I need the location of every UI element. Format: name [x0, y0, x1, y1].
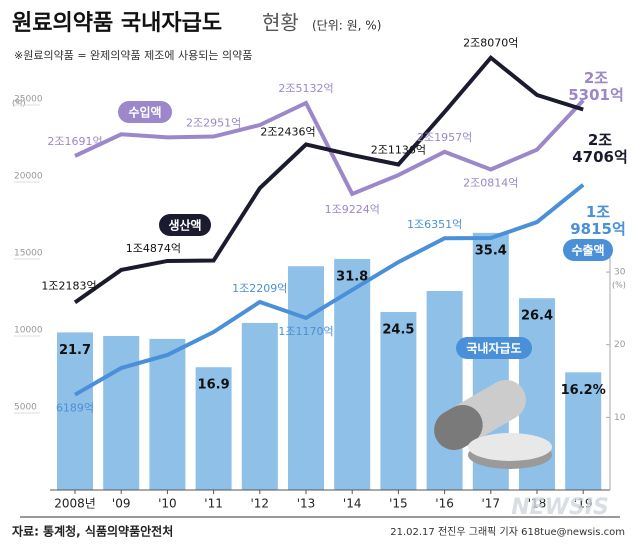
labels: 21.7 16.9 31.8 24.5 35.4 26.4 16.2% 2조1691억 2조29… — [41, 37, 627, 415]
x-tick-label: '18 — [528, 497, 547, 511]
x-tick-label: '13 — [297, 497, 316, 511]
legend-label: 수입액 — [128, 106, 161, 120]
end-value-label: 1조 9815억 — [570, 203, 626, 238]
line-value-label: 2조2436억 — [260, 125, 315, 138]
bar — [288, 266, 324, 490]
line-value-label: 1조4874억 — [126, 242, 181, 255]
bar — [149, 338, 186, 490]
end-value-label: 2조 5301억 — [568, 69, 624, 104]
bar-value-label: 24.5 — [382, 323, 414, 338]
x-tick-label: '10 — [158, 497, 177, 511]
credit: 21.02.17 전진우 그래픽 기자 618tue@newsis.com — [390, 526, 625, 538]
line-value-label: 2조2951억 — [186, 117, 241, 130]
x-tick-label: '12 — [251, 497, 270, 511]
y-tick-label: 15000 — [14, 249, 43, 259]
legend-pill — [456, 337, 532, 359]
bar-value-label: 16.2% — [561, 383, 606, 398]
bar-value-label: 31.8 — [336, 270, 368, 285]
line-value-label: 6189억 — [56, 402, 94, 415]
y-tick-label: 20000 — [14, 172, 43, 182]
bar-value-label: 26.4 — [521, 309, 553, 324]
unit-note: (단위: 원, %) — [312, 19, 381, 33]
line-value-label: 2조8070억 — [463, 37, 518, 50]
x-tick-label: '19 — [574, 497, 593, 511]
line-value-label: 2조5132억 — [278, 82, 333, 95]
line — [74, 183, 585, 397]
line-value-label: 2조0814억 — [463, 176, 518, 189]
legend-label: 수출액 — [571, 243, 604, 258]
watermark: NEWSIS — [511, 495, 609, 520]
line — [73, 54, 584, 305]
bar — [57, 332, 93, 490]
x-tick-label: '14 — [343, 497, 362, 511]
x-tick-label: '16 — [435, 497, 454, 511]
line-value-label: 2조1691억 — [47, 135, 102, 148]
bar-value-label: 16.9 — [198, 378, 230, 393]
y-tick-label: 10000 — [14, 326, 43, 336]
line-value-label: 1조9224억 — [325, 203, 380, 216]
y2-tick-label: 20 — [614, 340, 626, 350]
source: 자료: 통계청, 식품의약품안전처 — [12, 524, 173, 539]
bar — [565, 372, 602, 490]
bar — [426, 290, 463, 490]
bar — [195, 367, 232, 490]
pill-illustration — [434, 380, 552, 469]
bar — [103, 336, 140, 490]
bar — [241, 322, 278, 490]
y2-tick-label: 30 — [614, 268, 626, 278]
lines — [73, 54, 585, 397]
bar — [334, 259, 371, 490]
title-suffix: 현황 — [262, 11, 299, 35]
chart-title: 원료의약품 국내자급도 — [12, 11, 222, 36]
x-tick-label: 2008년 — [54, 497, 96, 511]
x-tick-label: '15 — [389, 497, 408, 511]
legend-label: 생산액 — [168, 218, 201, 233]
bar-value-label: 35.4 — [475, 243, 507, 258]
legend-pill — [118, 101, 172, 123]
y-tick-label: 5000 — [14, 403, 37, 413]
x-tick-label: '09 — [112, 497, 131, 511]
line-value-label: 1조1170억 — [278, 325, 333, 338]
line-value-label: 1조2183억 — [41, 279, 96, 292]
end-value-label: 2조 4706억 — [572, 131, 628, 166]
x-tick-label: '11 — [204, 497, 223, 511]
legend-pill — [563, 239, 613, 261]
y2-unit: (%) — [612, 281, 626, 290]
subtitle: ※원료의약품 = 완제의약품 제조에 사용되는 의약품 — [14, 48, 252, 62]
y-tick-label: 25000 — [14, 95, 43, 105]
line-value-label: 2조1136억 — [371, 144, 426, 157]
legend-pill — [159, 214, 211, 236]
x-tick-label: '17 — [482, 497, 501, 511]
line-value-label: 1조6351억 — [407, 218, 462, 231]
bar-value-label: 21.7 — [59, 343, 91, 358]
y-unit: (억) — [12, 98, 26, 108]
bar — [380, 312, 417, 490]
bars — [57, 232, 602, 490]
line-value-label: 1조2209억 — [232, 282, 287, 295]
legend-label: 국내자급도 — [466, 341, 521, 356]
line-value-label: 2조1957억 — [417, 131, 472, 144]
y2-tick-label: 10 — [614, 413, 626, 423]
